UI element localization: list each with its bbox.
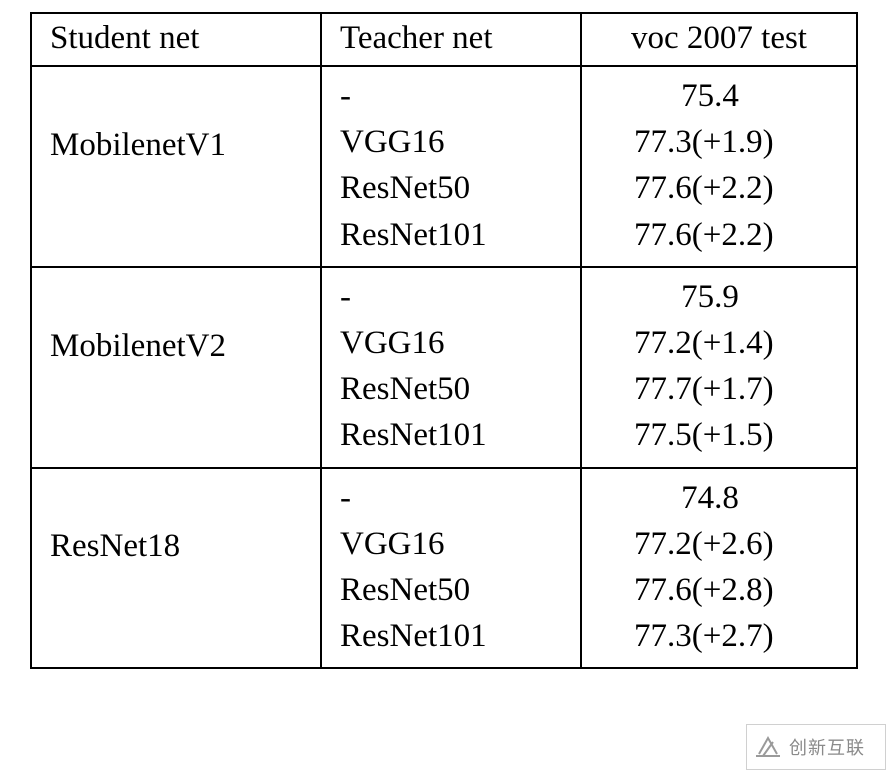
result-cell: 74.8 77.2(+2.6) 77.6(+2.8) 77.3(+2.7) bbox=[581, 468, 857, 669]
teacher-cell: - VGG16 ResNet50 ResNet101 bbox=[321, 468, 581, 669]
table-row: ResNet18 - VGG16 ResNet50 ResNet101 74.8… bbox=[31, 468, 857, 669]
result-value: 75.9 bbox=[582, 274, 838, 320]
watermark: 创新互联 bbox=[746, 724, 886, 770]
teacher-value: - bbox=[340, 475, 580, 521]
result-value: 77.6(+2.8) bbox=[582, 567, 838, 613]
result-value: 75.4 bbox=[582, 73, 838, 119]
results-table-container: Student net Teacher net voc 2007 test Mo… bbox=[30, 12, 856, 669]
header-student: Student net bbox=[31, 13, 321, 66]
teacher-value: - bbox=[340, 73, 580, 119]
teacher-value: ResNet50 bbox=[340, 366, 580, 412]
result-value: 77.3(+2.7) bbox=[582, 613, 838, 659]
watermark-text: 创新互联 bbox=[789, 734, 865, 760]
result-value: 77.6(+2.2) bbox=[582, 212, 838, 258]
teacher-value: ResNet50 bbox=[340, 165, 580, 211]
result-value: 77.2(+1.4) bbox=[582, 320, 838, 366]
result-value: 77.5(+1.5) bbox=[582, 412, 838, 458]
table-header-row: Student net Teacher net voc 2007 test bbox=[31, 13, 857, 66]
teacher-value: ResNet101 bbox=[340, 613, 580, 659]
teacher-cell: - VGG16 ResNet50 ResNet101 bbox=[321, 267, 581, 468]
table-row: MobilenetV2 - VGG16 ResNet50 ResNet101 7… bbox=[31, 267, 857, 468]
table-row: MobilenetV1 - VGG16 ResNet50 ResNet101 7… bbox=[31, 66, 857, 267]
result-value: 77.6(+2.2) bbox=[582, 165, 838, 211]
teacher-value: ResNet101 bbox=[340, 412, 580, 458]
result-value: 77.2(+2.6) bbox=[582, 521, 838, 567]
result-value: 74.8 bbox=[582, 475, 838, 521]
student-label: ResNet18 bbox=[50, 528, 320, 565]
results-table: Student net Teacher net voc 2007 test Mo… bbox=[30, 12, 858, 669]
teacher-value: VGG16 bbox=[340, 320, 580, 366]
student-cell: ResNet18 bbox=[31, 468, 321, 669]
teacher-value: ResNet101 bbox=[340, 212, 580, 258]
result-value: 77.7(+1.7) bbox=[582, 366, 838, 412]
teacher-value: - bbox=[340, 274, 580, 320]
result-cell: 75.4 77.3(+1.9) 77.6(+2.2) 77.6(+2.2) bbox=[581, 66, 857, 267]
header-teacher: Teacher net bbox=[321, 13, 581, 66]
teacher-cell: - VGG16 ResNet50 ResNet101 bbox=[321, 66, 581, 267]
result-cell: 75.9 77.2(+1.4) 77.7(+1.7) 77.5(+1.5) bbox=[581, 267, 857, 468]
teacher-value: VGG16 bbox=[340, 521, 580, 567]
teacher-value: ResNet50 bbox=[340, 567, 580, 613]
student-cell: MobilenetV2 bbox=[31, 267, 321, 468]
teacher-value: VGG16 bbox=[340, 119, 580, 165]
student-cell: MobilenetV1 bbox=[31, 66, 321, 267]
header-result: voc 2007 test bbox=[581, 13, 857, 66]
student-label: MobilenetV2 bbox=[50, 328, 320, 365]
student-label: MobilenetV1 bbox=[50, 127, 320, 164]
result-value: 77.3(+1.9) bbox=[582, 119, 838, 165]
